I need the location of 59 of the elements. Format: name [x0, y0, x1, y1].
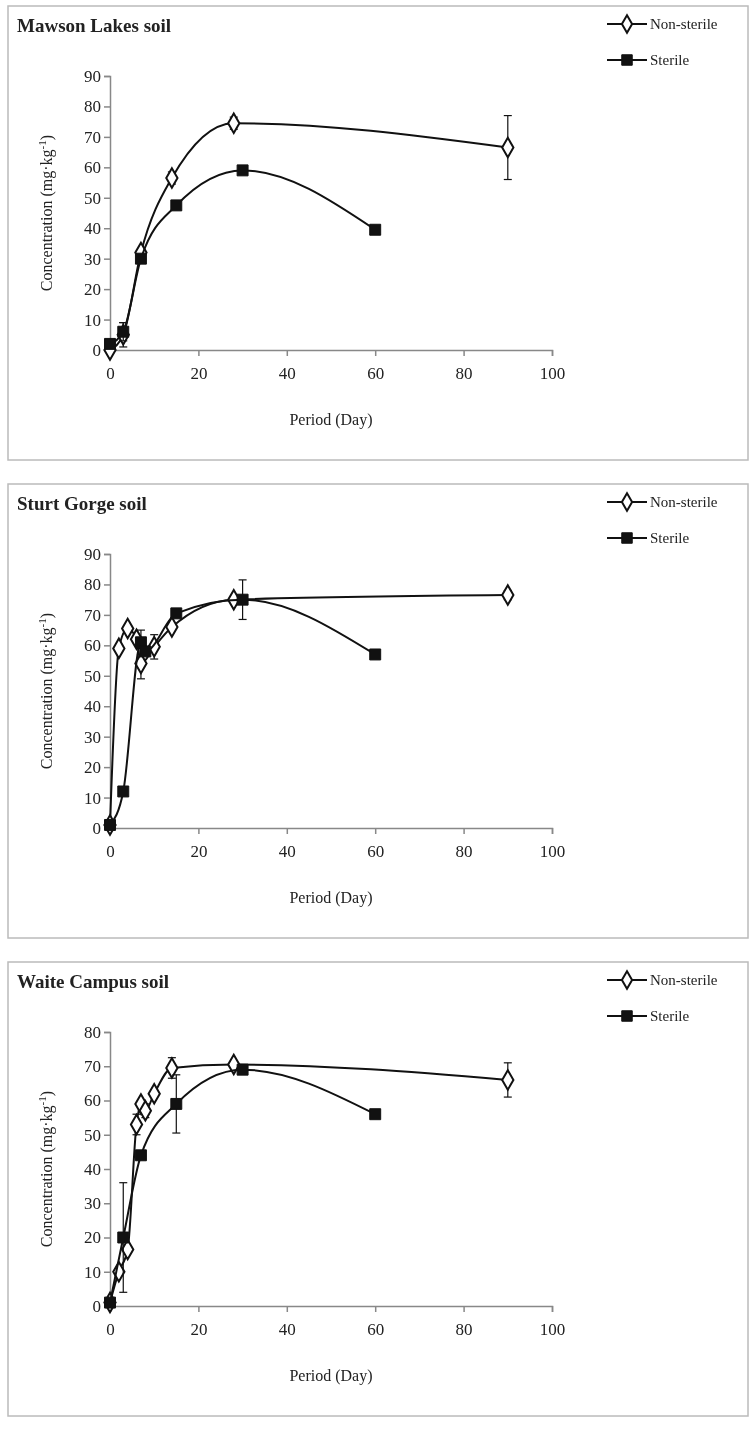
legend-label: Non-sterile [650, 972, 718, 988]
y-tick-label: 70 [84, 1057, 101, 1077]
y-tick-label: 70 [84, 127, 101, 147]
y-tick-label: 40 [84, 697, 101, 717]
y-tick-label: 0 [92, 818, 101, 838]
x-tick-label: 20 [190, 842, 208, 862]
y-tick-label: 10 [84, 1262, 101, 1282]
chart-title: Mawson Lakes soil [17, 15, 172, 36]
y-tick-label: 30 [84, 1194, 101, 1214]
y-tick-label: 10 [84, 310, 101, 330]
legend-label: Non-sterile [650, 494, 718, 510]
x-tick-label: 100 [539, 842, 566, 862]
y-tick-label: 0 [92, 340, 101, 360]
y-tick-label: 60 [84, 158, 101, 178]
x-axis-title: Period (Day) [289, 411, 373, 429]
legend-label: Sterile [650, 52, 690, 68]
y-tick-label: 80 [84, 97, 101, 117]
x-tick-label: 100 [539, 364, 566, 384]
x-tick-label: 60 [367, 364, 385, 384]
y-tick-label: 30 [84, 249, 101, 269]
y-tick-label: 80 [84, 575, 101, 595]
x-tick-label: 100 [539, 1320, 566, 1340]
y-tick-label: 30 [84, 727, 101, 747]
y-tick-label: 20 [84, 280, 101, 300]
x-tick-label: 0 [106, 842, 115, 862]
y-tick-label: 10 [84, 788, 101, 808]
chart-title: Waite Campus soil [17, 971, 170, 992]
legend-label: Non-sterile [650, 16, 718, 32]
y-tick-label: 0 [92, 1296, 101, 1316]
y-tick-label: 70 [84, 605, 101, 625]
y-tick-label: 60 [84, 636, 101, 656]
x-tick-label: 40 [278, 1320, 296, 1340]
x-tick-label: 60 [367, 842, 385, 862]
y-tick-label: 50 [84, 1125, 101, 1145]
x-tick-label: 80 [455, 1320, 473, 1340]
x-tick-label: 40 [278, 364, 296, 384]
y-tick-label: 90 [84, 66, 101, 86]
x-tick-label: 80 [455, 364, 473, 384]
y-tick-label: 20 [84, 1228, 101, 1248]
legend-label: Sterile [650, 1008, 690, 1024]
y-tick-label: 80 [84, 1022, 101, 1042]
x-tick-label: 40 [278, 842, 296, 862]
y-tick-label: 50 [84, 666, 101, 686]
y-tick-label: 50 [84, 188, 101, 208]
x-axis-title: Period (Day) [289, 1367, 373, 1385]
y-tick-label: 40 [84, 219, 101, 239]
x-tick-label: 0 [106, 1320, 115, 1340]
x-axis-title: Period (Day) [289, 889, 373, 907]
x-tick-label: 20 [190, 1320, 208, 1340]
x-tick-label: 80 [455, 842, 473, 862]
chart-title: Sturt Gorge soil [17, 493, 147, 514]
y-tick-label: 60 [84, 1091, 101, 1111]
y-tick-label: 20 [84, 758, 101, 778]
y-tick-label: 90 [84, 544, 101, 564]
x-tick-label: 60 [367, 1320, 385, 1340]
x-tick-label: 0 [106, 364, 115, 384]
x-tick-label: 20 [190, 364, 208, 384]
legend-label: Sterile [650, 530, 690, 546]
y-tick-label: 40 [84, 1159, 101, 1179]
